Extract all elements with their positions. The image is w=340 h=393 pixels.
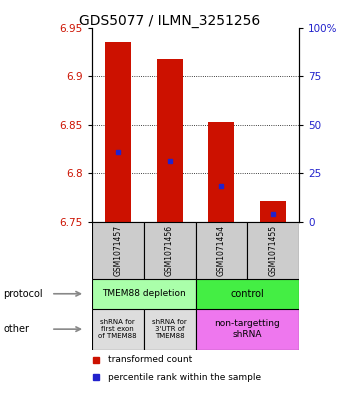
Text: protocol: protocol — [3, 289, 43, 299]
Text: control: control — [231, 289, 264, 299]
Bar — [92, 309, 143, 350]
Bar — [195, 222, 247, 279]
Text: GSM1071454: GSM1071454 — [217, 225, 226, 276]
Text: shRNA for
3'UTR of
TMEM88: shRNA for 3'UTR of TMEM88 — [152, 319, 187, 339]
Text: GSM1071455: GSM1071455 — [269, 225, 278, 276]
Bar — [247, 222, 299, 279]
Text: transformed count: transformed count — [108, 355, 193, 364]
Text: non-targetting
shRNA: non-targetting shRNA — [215, 320, 280, 339]
Text: other: other — [3, 324, 29, 334]
Text: TMEM88 depletion: TMEM88 depletion — [102, 289, 186, 298]
Bar — [143, 222, 195, 279]
Bar — [195, 309, 299, 350]
Bar — [92, 279, 196, 309]
Text: shRNA for
first exon
of TMEM88: shRNA for first exon of TMEM88 — [98, 319, 137, 339]
Bar — [195, 279, 299, 309]
Text: GSM1071457: GSM1071457 — [113, 225, 122, 276]
Bar — [92, 222, 143, 279]
Text: percentile rank within the sample: percentile rank within the sample — [108, 373, 261, 382]
Bar — [208, 122, 234, 222]
Bar — [143, 309, 195, 350]
Bar — [157, 59, 183, 222]
Text: GDS5077 / ILMN_3251256: GDS5077 / ILMN_3251256 — [79, 14, 261, 28]
Bar — [260, 201, 286, 222]
Text: GSM1071456: GSM1071456 — [165, 225, 174, 276]
Bar — [105, 42, 131, 222]
